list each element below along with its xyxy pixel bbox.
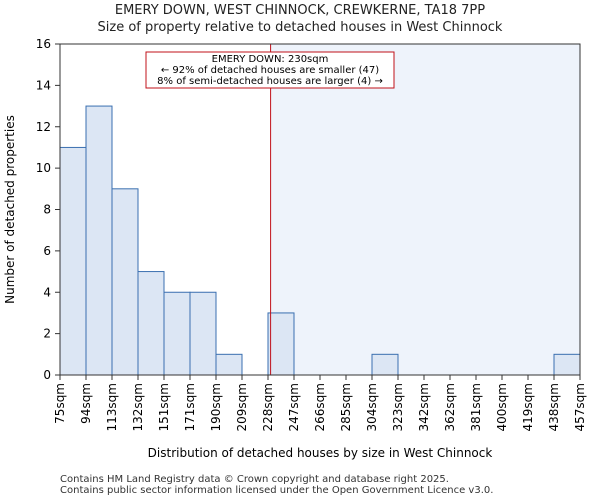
histogram-bar [59, 146, 87, 376]
y-tick-label: 0 [43, 368, 51, 382]
larger-region-highlight [270, 44, 580, 375]
x-tick-label: 228sqm [261, 383, 275, 431]
histogram-bar [111, 188, 139, 376]
x-tick-label: 342sqm [417, 383, 431, 431]
histogram-bar [267, 312, 295, 376]
x-tick-label: 247sqm [287, 383, 301, 431]
y-tick-label: 16 [36, 37, 51, 51]
annotation-larger: 8% of semi-detached houses are larger (4… [157, 76, 383, 87]
footer-copyright: Contains HM Land Registry data © Crown c… [60, 474, 449, 485]
histogram-bar [215, 353, 243, 376]
x-tick-label: 323sqm [391, 383, 405, 431]
y-axis-label: Number of detached properties [3, 115, 17, 304]
histogram-bar [553, 353, 581, 376]
x-tick-label: 304sqm [365, 383, 379, 431]
x-tick-label: 381sqm [469, 383, 483, 431]
x-tick-label: 362sqm [443, 383, 457, 431]
x-tick-label: 75sqm [53, 383, 67, 424]
histogram-bar [137, 271, 165, 376]
x-axis-label: Distribution of detached houses by size … [148, 446, 493, 460]
x-tick-label: 266sqm [313, 383, 327, 431]
x-tick-label: 190sqm [209, 383, 223, 431]
x-tick-label: 285sqm [339, 383, 353, 431]
annotation-smaller: ← 92% of detached houses are smaller (47… [161, 65, 379, 76]
y-tick-label: 6 [43, 244, 51, 258]
y-tick-label: 12 [36, 120, 51, 134]
y-tick-label: 4 [43, 285, 51, 299]
y-tick-label: 14 [36, 78, 51, 92]
histogram-bar [163, 291, 191, 376]
y-tick-label: 8 [43, 203, 51, 217]
x-tick-label: 132sqm [131, 383, 145, 431]
x-tick-label: 400sqm [495, 383, 509, 431]
x-tick-label: 113sqm [105, 383, 119, 431]
histogram-bar [85, 105, 113, 376]
x-tick-label: 457sqm [573, 383, 587, 431]
chart-subtitle: Size of property relative to detached ho… [97, 20, 503, 35]
histogram-bar [189, 291, 217, 376]
y-tick-label: 2 [43, 327, 51, 341]
x-tick-label: 419sqm [521, 383, 535, 431]
x-tick-label: 171sqm [183, 383, 197, 431]
annotation-title: EMERY DOWN: 230sqm [212, 54, 329, 65]
x-tick-label: 209sqm [235, 383, 249, 431]
x-tick-label: 438sqm [547, 383, 561, 431]
footer-licence: Contains public sector information licen… [60, 485, 494, 496]
x-tick-label: 151sqm [157, 383, 171, 431]
chart-title: EMERY DOWN, WEST CHINNOCK, CREWKERNE, TA… [114, 3, 486, 18]
histogram-bar [371, 353, 399, 376]
y-tick-label: 10 [36, 161, 51, 175]
x-tick-label: 94sqm [79, 383, 93, 424]
annotation-box: EMERY DOWN: 230sqm ← 92% of detached hou… [145, 51, 395, 89]
